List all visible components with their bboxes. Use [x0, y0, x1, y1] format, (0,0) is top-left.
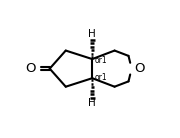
Text: or1: or1	[94, 73, 107, 82]
Text: O: O	[25, 62, 35, 75]
Text: or1: or1	[94, 56, 107, 65]
Text: H: H	[88, 98, 96, 108]
Text: H: H	[88, 29, 96, 39]
Text: O: O	[134, 62, 145, 75]
